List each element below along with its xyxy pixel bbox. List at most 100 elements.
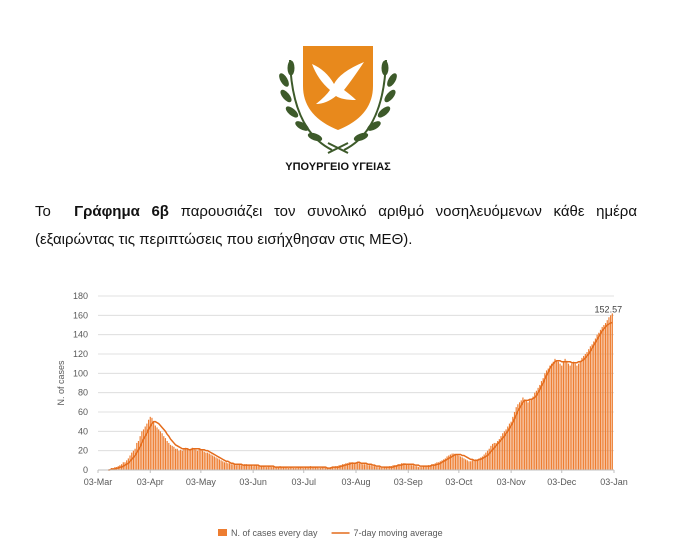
bar bbox=[314, 467, 317, 470]
bar bbox=[485, 452, 487, 470]
bar bbox=[551, 363, 553, 470]
y-axis-label: N. of cases bbox=[56, 360, 66, 406]
bar bbox=[438, 462, 440, 470]
bar bbox=[186, 448, 188, 470]
y-tick-label: 160 bbox=[73, 310, 88, 320]
bar bbox=[502, 433, 504, 470]
bar bbox=[453, 453, 455, 470]
bar bbox=[394, 465, 396, 470]
bar bbox=[520, 400, 522, 470]
bar bbox=[124, 462, 126, 470]
bar bbox=[407, 464, 409, 470]
bar bbox=[564, 358, 566, 470]
bar bbox=[402, 463, 404, 470]
bar bbox=[387, 467, 389, 470]
bar bbox=[254, 465, 256, 470]
bar bbox=[441, 460, 443, 470]
bar bbox=[158, 429, 160, 470]
x-tick-label: 03-Jan bbox=[600, 477, 628, 487]
bar bbox=[399, 464, 401, 470]
data-label: 152.57 bbox=[595, 305, 623, 315]
bar bbox=[375, 467, 377, 470]
bar bbox=[529, 400, 531, 470]
bar bbox=[586, 352, 588, 470]
bar bbox=[257, 466, 259, 470]
bar bbox=[466, 460, 468, 470]
bar bbox=[271, 467, 273, 470]
bar bbox=[185, 447, 187, 470]
bar bbox=[449, 454, 452, 470]
y-tick-label: 0 bbox=[83, 465, 88, 475]
text: παρουσιάζει τον συνολικό αριθμό νοσηλευό… bbox=[35, 203, 637, 248]
bar bbox=[207, 452, 209, 470]
y-tick-label: 20 bbox=[78, 446, 88, 456]
bar bbox=[205, 452, 207, 470]
bar bbox=[333, 467, 335, 470]
bar bbox=[168, 442, 170, 470]
bar bbox=[235, 465, 237, 470]
bar bbox=[431, 464, 433, 470]
bar bbox=[604, 323, 607, 470]
bar bbox=[230, 464, 232, 470]
bar bbox=[343, 464, 345, 470]
bar bbox=[397, 464, 399, 470]
bar bbox=[404, 463, 406, 470]
bar bbox=[220, 460, 222, 470]
bar bbox=[129, 455, 131, 470]
x-tick-label: 03-Jun bbox=[239, 477, 267, 487]
bar bbox=[566, 360, 568, 470]
bar bbox=[267, 466, 269, 470]
bar bbox=[542, 378, 544, 470]
bar bbox=[156, 427, 158, 470]
bar bbox=[264, 466, 266, 470]
bar bbox=[183, 448, 185, 470]
bar bbox=[444, 458, 446, 470]
bar bbox=[217, 458, 219, 470]
bar bbox=[163, 436, 165, 470]
bar bbox=[481, 456, 484, 470]
bar bbox=[416, 466, 418, 470]
bar bbox=[353, 463, 355, 470]
bar bbox=[390, 466, 393, 470]
bar bbox=[289, 467, 291, 470]
bar bbox=[576, 365, 578, 470]
bar bbox=[357, 462, 359, 470]
bar bbox=[153, 421, 155, 470]
bar bbox=[594, 338, 597, 470]
bar bbox=[308, 467, 310, 470]
bar bbox=[395, 465, 398, 470]
bar bbox=[429, 465, 431, 470]
bar bbox=[141, 431, 143, 470]
bar bbox=[557, 361, 559, 470]
bar bbox=[341, 464, 344, 470]
text: Το bbox=[35, 203, 51, 220]
bar bbox=[507, 426, 509, 470]
bar bbox=[223, 462, 226, 470]
bar bbox=[513, 412, 516, 470]
bar bbox=[345, 463, 347, 470]
bar bbox=[532, 396, 534, 470]
bar bbox=[132, 450, 135, 470]
bar bbox=[475, 459, 477, 470]
bar bbox=[323, 467, 325, 470]
bar bbox=[299, 467, 301, 470]
bar bbox=[486, 450, 489, 470]
bar bbox=[316, 467, 318, 470]
bar bbox=[134, 448, 136, 470]
bar bbox=[522, 397, 524, 470]
bar bbox=[346, 463, 349, 470]
bar bbox=[293, 468, 295, 470]
bar bbox=[589, 346, 591, 470]
bar bbox=[200, 449, 202, 470]
bar bbox=[294, 468, 296, 470]
bar bbox=[360, 463, 362, 470]
bar bbox=[389, 466, 391, 470]
bar bbox=[284, 467, 286, 470]
bar bbox=[232, 464, 234, 470]
bar bbox=[498, 439, 500, 470]
bar bbox=[603, 325, 605, 470]
bar bbox=[608, 317, 610, 470]
bar bbox=[321, 467, 323, 470]
bar bbox=[534, 392, 536, 470]
y-tick-label: 40 bbox=[78, 426, 88, 436]
